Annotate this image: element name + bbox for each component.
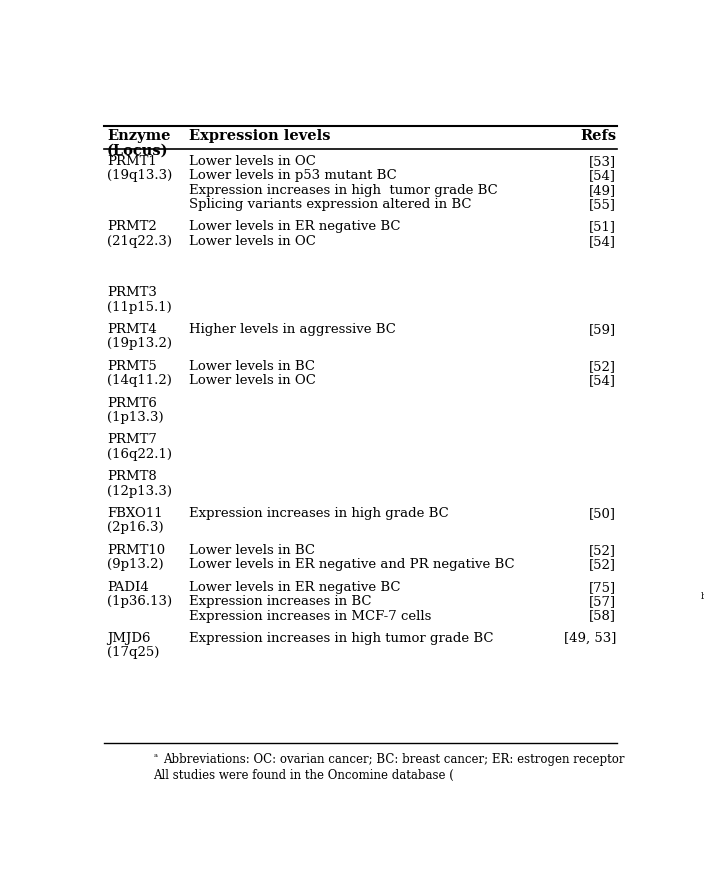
Text: [55]: [55] [589, 198, 616, 211]
Text: Abbreviations: OC: ovarian cancer; BC: breast cancer; ER: estrogen receptor: Abbreviations: OC: ovarian cancer; BC: b… [163, 753, 624, 766]
Text: PRMT6: PRMT6 [107, 397, 157, 409]
Text: [52]: [52] [589, 558, 616, 571]
Text: [57]: [57] [589, 595, 616, 608]
Text: [52]: [52] [589, 544, 616, 557]
Text: Splicing variants expression altered in BC: Splicing variants expression altered in … [189, 198, 476, 211]
Text: Lower levels in OC: Lower levels in OC [189, 374, 316, 387]
Text: Splicing variants expression altered in BC: Splicing variants expression altered in … [189, 198, 472, 211]
Text: Enzyme: Enzyme [107, 129, 170, 143]
Text: PRMT2: PRMT2 [107, 221, 157, 233]
Text: [52]: [52] [589, 360, 616, 373]
Text: (11p15.1): (11p15.1) [107, 301, 172, 313]
Text: Higher levels in aggressive BC: Higher levels in aggressive BC [189, 323, 396, 336]
Text: Expression increases in high grade BC: Expression increases in high grade BC [189, 507, 448, 520]
Text: PRMT7: PRMT7 [107, 433, 157, 447]
Text: JMJD6: JMJD6 [107, 632, 151, 645]
Text: Lower levels in OC: Lower levels in OC [189, 155, 316, 168]
Text: [49]: [49] [589, 183, 616, 197]
Text: b: b [701, 592, 704, 601]
Text: ᵃ: ᵃ [153, 753, 158, 762]
Text: (19p13.2): (19p13.2) [107, 337, 172, 351]
Text: (21q22.3): (21q22.3) [107, 235, 172, 248]
Text: Expression increases in BC: Expression increases in BC [189, 595, 376, 608]
Text: Expression increases in MCF-7 cells: Expression increases in MCF-7 cells [189, 610, 432, 622]
Text: (9p13.2): (9p13.2) [107, 558, 164, 571]
Text: (17q25): (17q25) [107, 646, 160, 659]
Text: (Locus): (Locus) [107, 144, 168, 158]
Text: Expression increases in high tumor grade BC: Expression increases in high tumor grade… [189, 632, 494, 645]
Text: [75]: [75] [589, 580, 616, 594]
Text: Lower levels in OC: Lower levels in OC [189, 235, 316, 248]
Text: Lower levels in p53 mutant BC: Lower levels in p53 mutant BC [189, 169, 396, 182]
Text: PADI4: PADI4 [107, 580, 149, 594]
Text: Expression increases in MCF-7 cells: Expression increases in MCF-7 cells [189, 610, 436, 622]
Text: Expression levels: Expression levels [189, 129, 330, 143]
Text: Lower levels in BC: Lower levels in BC [189, 360, 315, 373]
Text: [50]: [50] [589, 507, 616, 520]
Text: [58]: [58] [589, 610, 616, 622]
Text: Lower levels in ER negative BC: Lower levels in ER negative BC [189, 580, 401, 594]
Text: FBXO11: FBXO11 [107, 507, 163, 520]
Text: Higher levels in aggressive BC: Higher levels in aggressive BC [189, 323, 400, 336]
Text: PRMT5: PRMT5 [107, 360, 157, 373]
Text: (19q13.3): (19q13.3) [107, 169, 172, 182]
Text: (1p36.13): (1p36.13) [107, 595, 172, 608]
Text: [54]: [54] [589, 169, 616, 182]
Text: Expression increases in high  tumor grade BC: Expression increases in high tumor grade… [189, 183, 498, 197]
Text: [54]: [54] [589, 374, 616, 387]
Text: Refs: Refs [580, 129, 616, 143]
Text: (14q11.2): (14q11.2) [107, 374, 172, 387]
Text: [53]: [53] [589, 155, 616, 168]
Text: Lower levels in ER negative BC: Lower levels in ER negative BC [189, 221, 401, 233]
Text: [59]: [59] [589, 323, 616, 336]
Text: PRMT10: PRMT10 [107, 544, 165, 557]
Text: Expression increases in BC: Expression increases in BC [189, 595, 372, 608]
Text: All studies were found in the Oncomine database (: All studies were found in the Oncomine d… [153, 769, 454, 782]
Text: PRMT8: PRMT8 [107, 470, 157, 483]
Text: (2p16.3): (2p16.3) [107, 522, 164, 535]
Text: [54]: [54] [589, 235, 616, 248]
Text: (1p13.3): (1p13.3) [107, 411, 164, 424]
Text: PRMT4: PRMT4 [107, 323, 157, 336]
Text: (12p13.3): (12p13.3) [107, 485, 172, 498]
Text: (16q22.1): (16q22.1) [107, 448, 172, 461]
Text: Lower levels in ER negative and PR negative BC: Lower levels in ER negative and PR negat… [189, 558, 515, 571]
Text: PRMT1: PRMT1 [107, 155, 157, 168]
Text: [49, 53]: [49, 53] [564, 632, 616, 645]
Text: Lower levels in BC: Lower levels in BC [189, 544, 315, 557]
Text: PRMT3: PRMT3 [107, 287, 157, 299]
Text: [51]: [51] [589, 221, 616, 233]
